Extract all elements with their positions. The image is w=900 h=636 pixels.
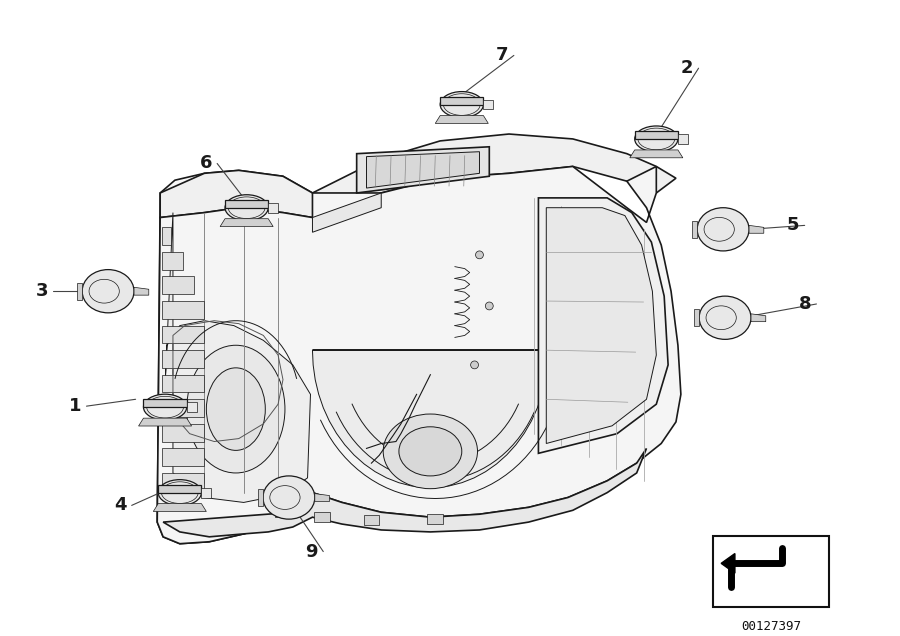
- Polygon shape: [314, 512, 330, 522]
- Polygon shape: [275, 508, 291, 517]
- Polygon shape: [162, 448, 204, 466]
- Polygon shape: [428, 515, 443, 524]
- Polygon shape: [162, 252, 183, 270]
- Ellipse shape: [263, 476, 315, 519]
- Polygon shape: [139, 418, 192, 426]
- Polygon shape: [258, 489, 263, 506]
- Polygon shape: [678, 134, 688, 144]
- Text: 7: 7: [496, 46, 508, 64]
- Text: 5: 5: [787, 216, 799, 235]
- Polygon shape: [77, 282, 82, 300]
- Polygon shape: [692, 221, 698, 238]
- Ellipse shape: [698, 208, 749, 251]
- Ellipse shape: [634, 126, 678, 152]
- Polygon shape: [366, 152, 480, 188]
- Polygon shape: [186, 402, 196, 412]
- Polygon shape: [162, 375, 204, 392]
- Text: 8: 8: [799, 295, 812, 313]
- Polygon shape: [312, 350, 548, 488]
- Text: 1: 1: [68, 397, 81, 415]
- Polygon shape: [440, 97, 483, 104]
- Ellipse shape: [475, 251, 483, 259]
- Polygon shape: [162, 399, 204, 417]
- Ellipse shape: [440, 92, 483, 118]
- Ellipse shape: [485, 302, 493, 310]
- Ellipse shape: [186, 345, 285, 473]
- Polygon shape: [364, 515, 379, 525]
- Text: 3: 3: [35, 282, 48, 300]
- Polygon shape: [749, 225, 764, 233]
- Polygon shape: [356, 147, 490, 193]
- Polygon shape: [163, 448, 646, 537]
- Polygon shape: [312, 193, 382, 232]
- Ellipse shape: [82, 270, 134, 313]
- Bar: [714, 536, 829, 607]
- Polygon shape: [694, 309, 699, 326]
- Polygon shape: [165, 212, 310, 502]
- Text: 2: 2: [681, 59, 693, 77]
- Polygon shape: [538, 198, 668, 453]
- Text: 9: 9: [306, 543, 318, 560]
- Ellipse shape: [399, 427, 462, 476]
- Ellipse shape: [143, 394, 186, 420]
- Polygon shape: [268, 203, 278, 212]
- Text: 4: 4: [114, 496, 127, 515]
- Polygon shape: [162, 301, 204, 319]
- Polygon shape: [315, 494, 329, 501]
- Ellipse shape: [158, 480, 202, 506]
- Polygon shape: [220, 219, 274, 226]
- Polygon shape: [162, 350, 204, 368]
- Polygon shape: [483, 100, 493, 109]
- Polygon shape: [143, 399, 186, 407]
- Polygon shape: [202, 488, 211, 497]
- Ellipse shape: [225, 195, 268, 221]
- Polygon shape: [153, 504, 206, 511]
- Polygon shape: [162, 326, 204, 343]
- Ellipse shape: [471, 361, 479, 369]
- Polygon shape: [162, 473, 204, 490]
- Polygon shape: [158, 167, 681, 544]
- Polygon shape: [546, 208, 656, 443]
- Polygon shape: [225, 200, 268, 208]
- Polygon shape: [162, 227, 171, 245]
- Polygon shape: [158, 170, 312, 544]
- Ellipse shape: [206, 368, 266, 450]
- Polygon shape: [634, 131, 678, 139]
- Polygon shape: [134, 287, 148, 295]
- Polygon shape: [630, 150, 683, 158]
- Polygon shape: [436, 116, 489, 123]
- Text: 6: 6: [200, 155, 212, 172]
- Polygon shape: [160, 134, 676, 218]
- Ellipse shape: [383, 414, 478, 488]
- Text: 00127397: 00127397: [742, 620, 801, 633]
- Ellipse shape: [699, 296, 751, 340]
- Polygon shape: [162, 424, 204, 441]
- Polygon shape: [162, 277, 194, 294]
- Polygon shape: [158, 485, 202, 493]
- Polygon shape: [751, 314, 766, 322]
- Polygon shape: [721, 553, 735, 573]
